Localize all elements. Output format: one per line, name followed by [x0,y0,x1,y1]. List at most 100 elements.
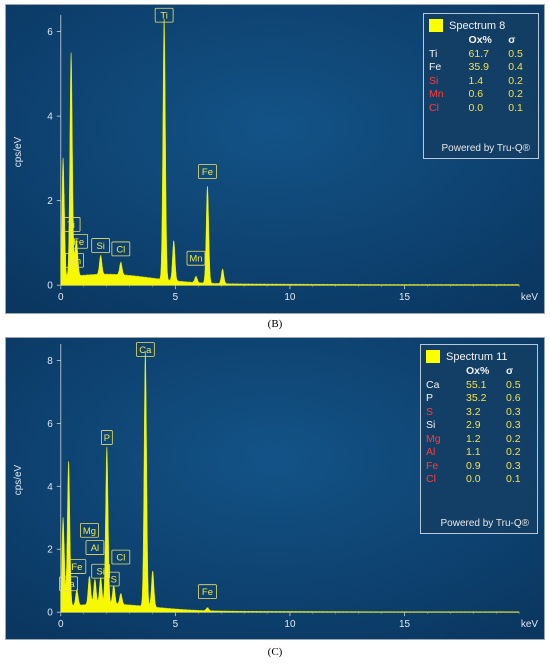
spectrum-trace [60,351,520,613]
legend-element: P [426,392,434,404]
legend-element: Cl [429,101,439,114]
legend-ox-value: 0.6 [468,88,484,100]
legend-sigma-value: 0.2 [508,88,523,100]
svg-text:Si: Si [96,241,104,252]
x-tick-label: 10 [284,292,296,303]
svg-text:Ca: Ca [139,345,152,356]
col-header-ox: Ox% [468,34,492,46]
y-tick-label: 6 [47,27,53,38]
y-tick-label: 4 [47,482,53,493]
spectrum-panel-c: 0 5 10 15 0 2 4 6 8 keV cps/eV Ca P Mg Al Cl Si S Fe Ca Fe S… [5,337,545,640]
svg-text:S: S [111,575,117,586]
x-tick-label: 15 [399,292,411,303]
legend-element: Mn [429,88,444,100]
legend-sigma-value: 0.2 [506,446,521,458]
legend-box-b: Spectrum 8 Ox% σ Ti 61.7 0.5 Fe 35.9 0.4 Si 1.4… [423,13,539,159]
peak-label-ca: Ca [135,342,155,357]
legend-row: Ca 55.1 0.5 [426,379,536,393]
legend-element: Fe [426,459,439,472]
legend-element: Cl [426,473,436,485]
legend-row: Cl 0.0 0.1 [429,102,538,116]
svg-text:Mn: Mn [68,256,81,267]
legend-ox-value: 61.7 [468,47,489,60]
legend-ox-value: 35.2 [466,392,487,404]
x-tick-label: 5 [173,619,179,630]
y-tick-label: 0 [47,281,53,292]
x-tick-label: 0 [58,292,64,303]
legend-ox-value: 1.2 [466,432,481,445]
legend-element: Si [426,419,436,431]
y-axis-label: cps/eV [13,465,24,496]
peak-label-fe: Fe [198,164,217,179]
peak-label-s: S [107,571,120,587]
peak-label-ti: Ti [154,7,174,23]
legend-sigma-value: 0.3 [506,419,521,431]
legend-title: Spectrum 11 [446,350,508,363]
legend-title: Spectrum 8 [449,19,506,32]
x-tick-label: 10 [284,619,296,630]
legend-ox-value: 1.4 [468,74,484,87]
svg-text:Cl: Cl [116,244,125,255]
legend-sigma-value: 0.6 [506,392,521,404]
svg-text:Si: Si [96,567,104,578]
legend-row: Fe 35.9 0.4 [429,61,538,75]
peak-label-cl: Cl [111,549,131,565]
svg-text:Ca: Ca [63,579,76,590]
legend-element: Mg [426,432,441,445]
y-tick-label: 8 [47,356,53,367]
svg-text:Mg: Mg [83,526,96,537]
legend-sigma-value: 0.4 [508,61,523,73]
svg-text:Mn: Mn [189,254,202,265]
legend-element: Al [426,446,436,458]
peak-label-mn: Mn [186,250,206,266]
legend-table: Ox% σ Ti 61.7 0.5 Fe 35.9 0.4 Si 1.4 0.2 Mn 0.6 0.2… [429,34,538,115]
x-tick-label: 15 [399,619,411,630]
spectrum-panel-b: 0 5 10 15 0 2 4 6 keV cps/eV Ti Fe Ti Fe Mn Si Cl Mn Spec… [5,4,545,314]
legend-sigma-value: 0.3 [506,405,521,418]
peak-label-si: Si [91,563,111,579]
legend-ox-value: 55.1 [466,378,487,391]
legend-sigma-value: 0.5 [508,47,523,60]
legend-footer: Powered by Tru-Q® [440,518,529,529]
col-header-ox: Ox% [466,365,490,377]
legend-ox-value: 0.9 [466,459,481,472]
col-header-sigma: σ [508,34,516,46]
legend-element: Fe [429,61,442,73]
svg-text:P: P [104,433,110,444]
peak-label-cl: Cl [111,241,131,257]
legend-sigma-value: 0.2 [508,74,523,87]
peak-label-si: Si [91,238,111,253]
legend-ox-value: 1.1 [466,446,481,458]
x-axis-label: keV [521,619,539,630]
svg-text:Al: Al [91,543,99,554]
x-tick-label: 0 [58,619,64,630]
peak-label-p: P [100,430,113,445]
y-tick-label: 2 [47,196,53,207]
col-header-sigma: σ [506,365,514,377]
y-axis-label: cps/eV [13,137,24,168]
peak-label-fe: Fe [67,559,87,574]
legend-ox-value: 2.9 [466,419,481,431]
peak-label-fe: Fe [69,233,89,249]
legend-row: P 35.2 0.6 [426,392,536,406]
x-tick-label: 5 [173,292,179,303]
legend-swatch [426,350,440,363]
legend-row: Si 2.9 0.3 [426,419,536,433]
legend-ox-value: 35.9 [468,61,489,73]
legend-row: Fe 0.9 0.3 [426,460,536,474]
peak-label-ca: Ca [59,576,78,592]
svg-text:Fe: Fe [71,562,82,573]
peak-label-fe: Fe [198,584,217,599]
legend-row: Si 1.4 0.2 [429,75,538,89]
y-tick-label: 6 [47,419,53,430]
legend-row: Cl 0.0 0.1 [426,473,536,487]
legend-element: S [426,405,434,418]
y-tick-label: 0 [47,608,53,619]
legend-row: Mg 1.2 0.2 [426,433,536,447]
panel-caption-c: (C) [267,646,283,658]
legend-element: Si [429,74,439,87]
legend-sigma-value: 0.1 [508,101,523,114]
legend-row: S 3.2 0.3 [426,406,536,420]
legend-element: Ti [429,47,438,60]
peak-label-mg: Mg [80,522,99,538]
